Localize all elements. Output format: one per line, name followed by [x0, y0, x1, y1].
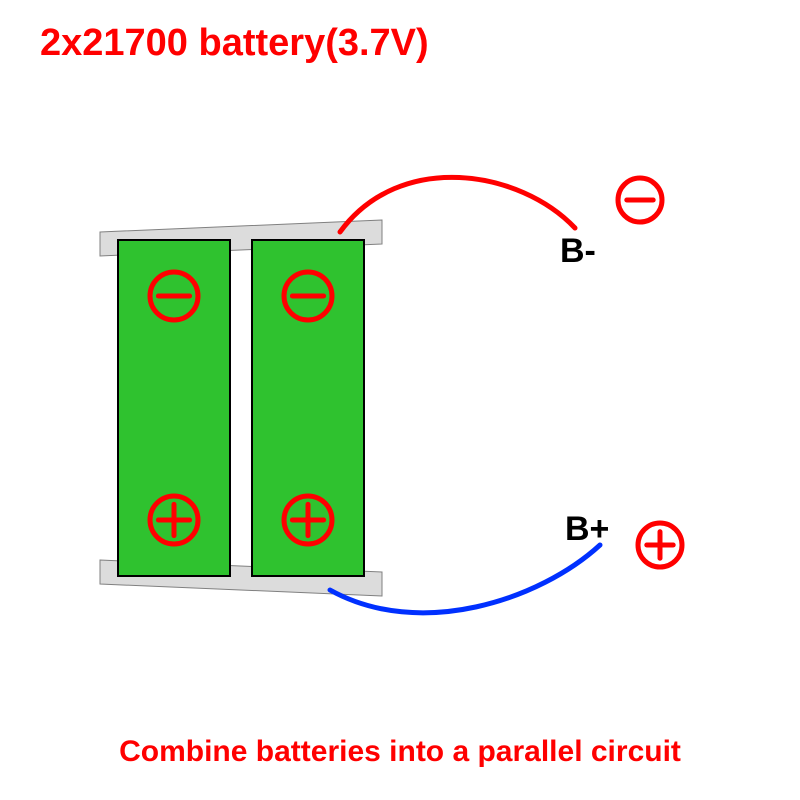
plus-icon	[284, 496, 332, 544]
terminal-plus-icon	[638, 523, 682, 567]
diagram-caption: Combine batteries into a parallel circui…	[0, 735, 800, 769]
plus-icon	[150, 496, 198, 544]
terminal-label-b-minus: B-	[560, 232, 596, 271]
diagram-stage: 2x21700 battery(3.7V) B- B+ Combine batt…	[0, 0, 800, 800]
terminal-minus-icon	[618, 178, 662, 222]
terminal-label-b-plus: B+	[565, 510, 609, 549]
diagram-svg	[0, 0, 800, 800]
